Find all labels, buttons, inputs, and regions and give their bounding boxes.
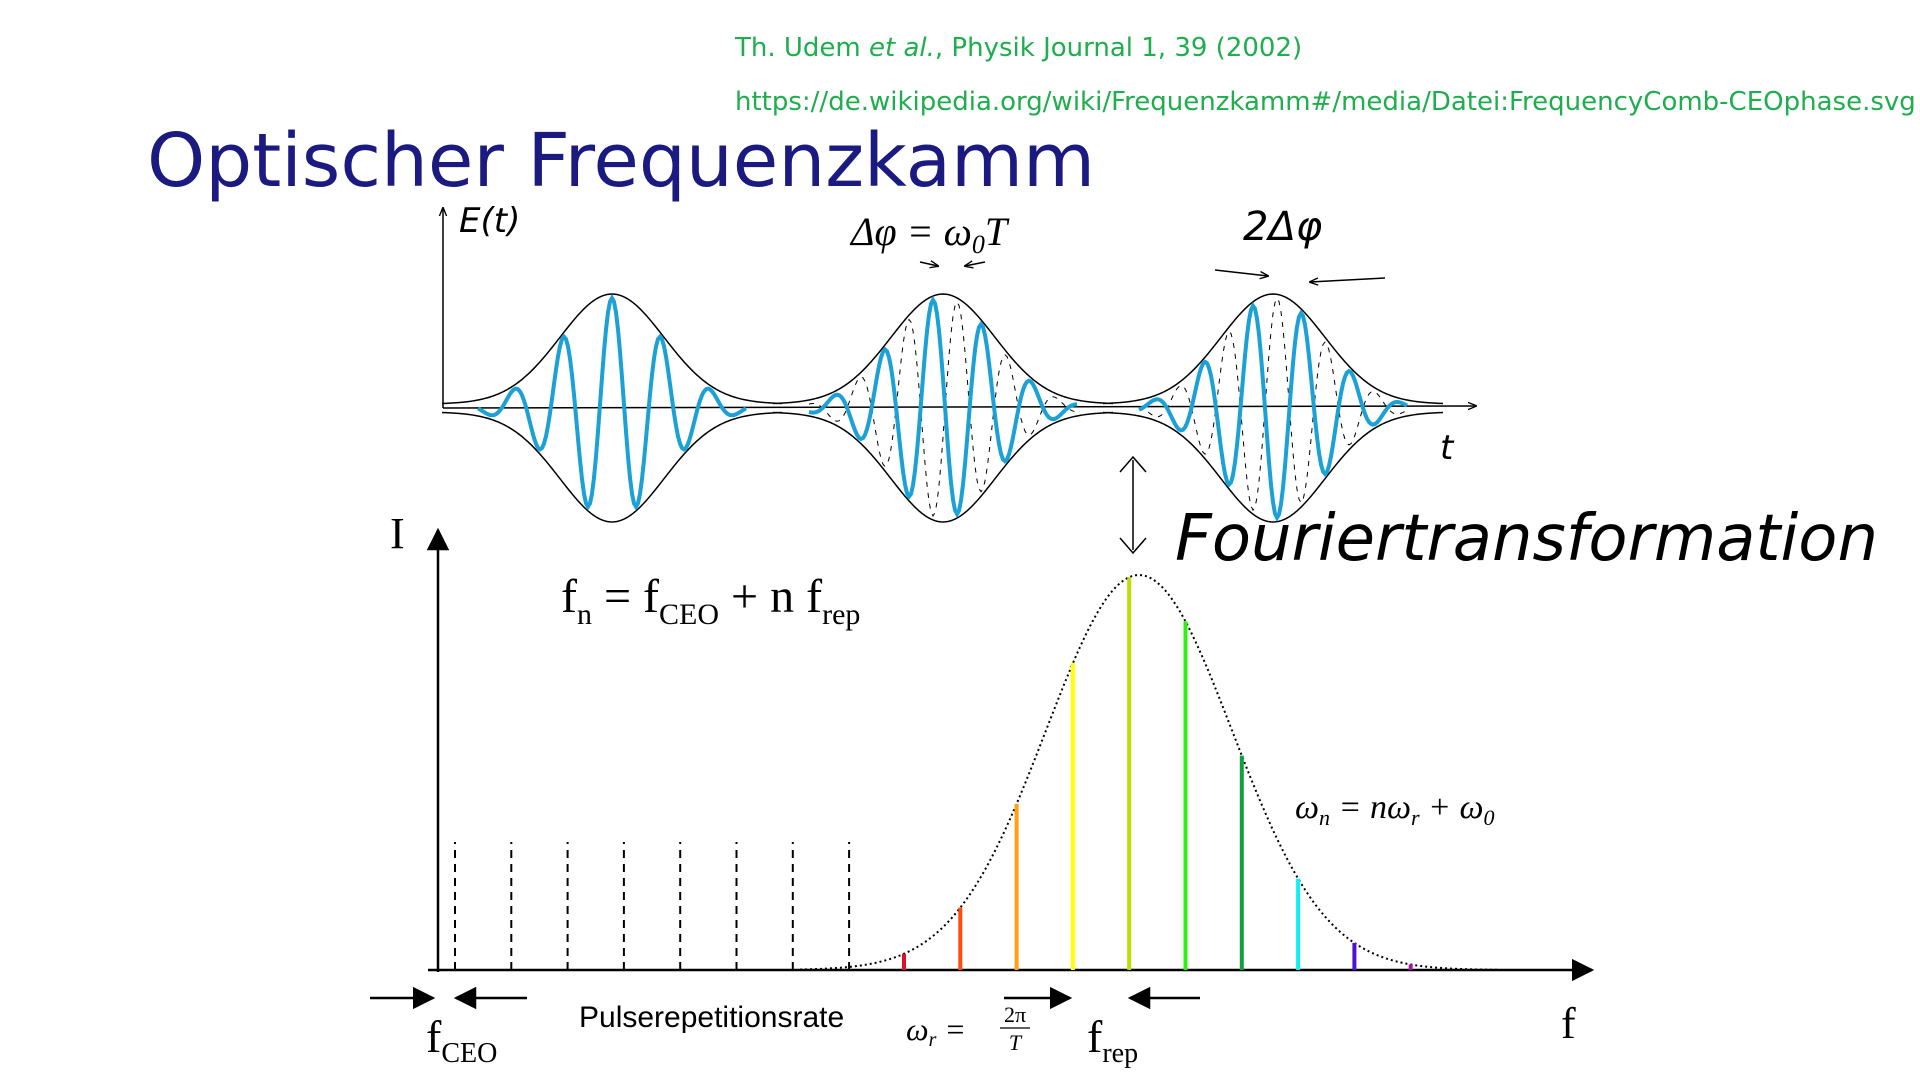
freq-axes bbox=[370, 527, 1595, 1010]
formula: fn = fCEO + n frep bbox=[561, 570, 860, 631]
transform-label: Fouriertransformation bbox=[1175, 502, 1878, 576]
envelope bbox=[1102, 293, 1444, 405]
formula: 2Δφ bbox=[1243, 204, 1322, 250]
label: fCEO bbox=[426, 1011, 497, 1069]
reference: https://de.wikipedia.org/wiki/Frequenzka… bbox=[735, 87, 1916, 117]
axis-label: I bbox=[390, 509, 405, 558]
reference-carrier bbox=[808, 301, 1078, 517]
label: frep bbox=[1087, 1011, 1138, 1069]
phase-arrows bbox=[919, 262, 1386, 555]
fraction: T bbox=[1009, 1030, 1023, 1055]
axis-label: t bbox=[1440, 428, 1455, 468]
formula: Δφ = ω0T bbox=[849, 209, 1010, 259]
envelope bbox=[1102, 411, 1444, 523]
reference-carrier bbox=[1138, 297, 1408, 512]
carrier bbox=[808, 295, 1078, 519]
fraction: 2π bbox=[1004, 1002, 1026, 1027]
axis bbox=[442, 406, 1476, 408]
axis-label: f bbox=[1561, 999, 1576, 1048]
carrier bbox=[1138, 302, 1408, 522]
formula: ωr = bbox=[906, 1011, 966, 1051]
time-domain bbox=[441, 208, 1476, 523]
label: Pulserepetitionsrate bbox=[579, 1001, 844, 1034]
carrier bbox=[477, 293, 747, 511]
formula: ωn = nωr + ω0 bbox=[1295, 789, 1494, 830]
comb bbox=[454, 573, 1500, 971]
envelope bbox=[441, 411, 783, 523]
envelope bbox=[772, 293, 1114, 405]
reference: Th. Udem et al., Physik Journal 1, 39 (2… bbox=[734, 33, 1302, 63]
slide-title: Optischer Frequenzkamm bbox=[147, 118, 1095, 204]
envelope bbox=[441, 293, 783, 405]
envelope bbox=[799, 573, 1500, 971]
axis-label: E(t) bbox=[459, 201, 520, 241]
envelope bbox=[772, 411, 1114, 523]
